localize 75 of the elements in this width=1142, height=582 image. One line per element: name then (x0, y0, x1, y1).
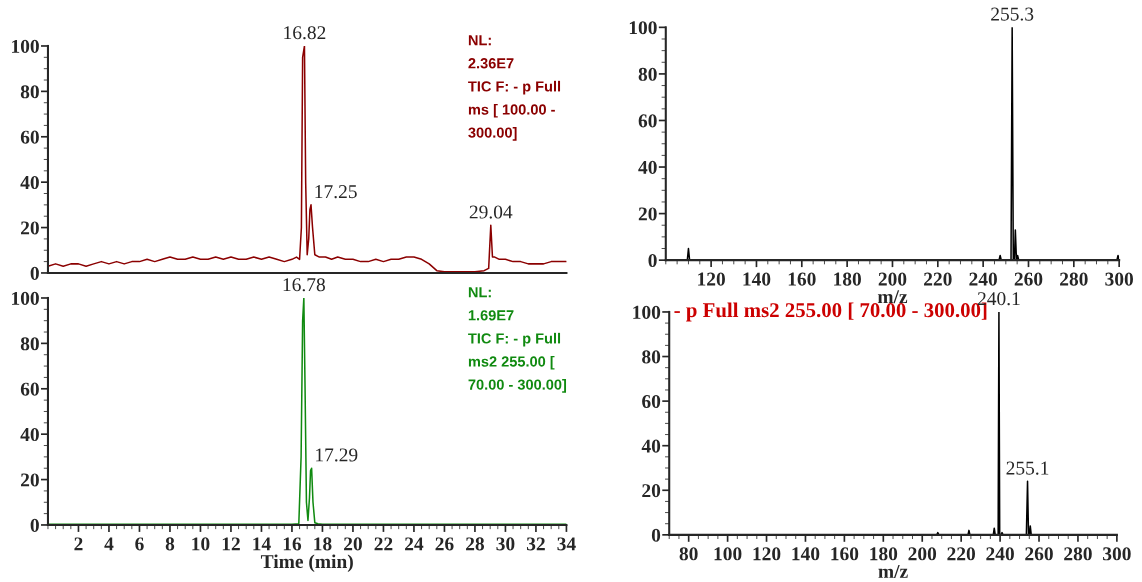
y-tick-label: 20 (21, 221, 39, 235)
annotation: 17.29 (316, 448, 358, 462)
y-tick-label: 80 (20, 85, 39, 99)
x-tick-label: 120 (698, 272, 725, 286)
y-tick-label: 60 (642, 394, 661, 409)
x-tick-label: 24 (405, 537, 424, 551)
x-tick-label: 16 (283, 537, 302, 551)
x-tick-label: 140 (743, 272, 771, 286)
y-tick-label: 20 (642, 484, 661, 498)
x-tick-label: 14 (253, 537, 271, 551)
y-tick-label: 40 (20, 175, 39, 190)
y-tick-label: 60 (20, 130, 39, 144)
x-tick-label: 240 (969, 272, 997, 286)
y-tick-label: 80 (642, 350, 661, 364)
y-tick-label: 80 (20, 337, 39, 351)
y-tick-label: 0 (651, 528, 661, 542)
y-tick-label: 20 (21, 473, 39, 487)
x-tick-label: 240 (986, 547, 1014, 561)
x-axis-title: Time (min) (260, 554, 353, 573)
annotation: 16.82 (284, 26, 326, 40)
x-tick-label: 220 (924, 272, 952, 286)
x-tick-label: 22 (374, 537, 393, 551)
x-tick-label: 220 (947, 547, 976, 561)
x-tick-label: 260 (1025, 547, 1053, 561)
x-tick-label: 12 (222, 537, 240, 551)
annotation: NL: 1.69E7 TIC F: - p Full ms2 255.00 [ 70.00 - 300.00] (468, 287, 567, 393)
x-tick-label: 10 (192, 537, 210, 551)
annotation: 255.1 (1006, 461, 1049, 475)
y-tick-label: 40 (20, 427, 39, 442)
y-tick-label: 0 (30, 266, 39, 280)
y-tick-label: 0 (30, 518, 39, 532)
annotation: 17.25 (315, 185, 357, 199)
x-tick-label: 160 (831, 547, 859, 561)
x-tick-label: 34 (557, 537, 576, 551)
y-tick-label: 40 (641, 439, 661, 453)
annotation: 255.3 (991, 7, 1034, 21)
x-tick-label: 280 (1064, 547, 1092, 561)
x-tick-label: 20 (344, 537, 362, 551)
annotation: NL: 2.36E7 TIC F: - p Full ms [ 100.00 - 300.00] (468, 35, 561, 141)
x-tick-label: 8 (165, 537, 175, 551)
x-tick-label: 4 (104, 537, 114, 551)
x-tick-label: 26 (435, 537, 454, 551)
x-tick-label: 28 (466, 537, 485, 551)
x-axis-title: m/z (877, 290, 908, 304)
y-tick-label: 40 (638, 160, 657, 174)
x-tick-label: 2 (74, 537, 83, 551)
x-tick-label: 180 (834, 272, 861, 286)
x-tick-label: 6 (135, 537, 144, 551)
annotation: 16.78 (283, 278, 325, 292)
x-tick-label: 300 (1103, 547, 1131, 561)
x-tick-label: 80 (679, 547, 698, 561)
x-tick-label: 160 (788, 272, 816, 286)
x-tick-label: 260 (1014, 272, 1043, 286)
y-tick-label: 100 (629, 21, 657, 35)
x-tick-label: 200 (878, 272, 907, 286)
x-tick-label: 180 (870, 547, 898, 561)
y-tick-label: 0 (648, 253, 657, 268)
x-tick-label: 280 (1060, 272, 1088, 286)
y-tick-label: 100 (12, 39, 39, 53)
x-axis-title: m/z (878, 564, 908, 578)
y-tick-label: 80 (638, 67, 657, 81)
x-tick-label: 30 (496, 537, 515, 551)
x-tick-label: 18 (314, 537, 332, 551)
y-tick-label: 20 (638, 207, 657, 221)
x-tick-label: 140 (792, 547, 820, 561)
x-tick-label: 32 (526, 537, 545, 551)
y-tick-label: 60 (638, 114, 657, 128)
x-tick-label: 100 (714, 547, 742, 561)
y-tick-label: 100 (633, 305, 661, 319)
x-tick-label: 300 (1105, 272, 1133, 286)
x-tick-label: 120 (753, 547, 781, 561)
annotation: 29.04 (469, 205, 513, 219)
x-tick-label: 200 (908, 547, 937, 561)
y-tick-label: 100 (12, 291, 39, 305)
y-tick-label: 60 (20, 382, 39, 396)
